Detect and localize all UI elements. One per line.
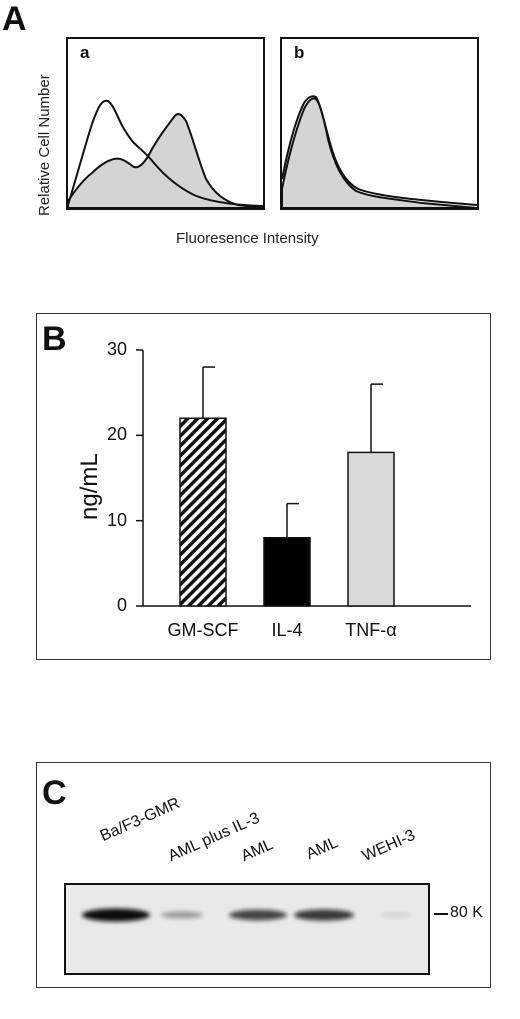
category-label: TNF-α	[345, 620, 397, 640]
histogram-b-stained-fill	[282, 97, 477, 208]
marker-tick	[434, 913, 448, 915]
blot-bands	[82, 908, 412, 922]
blot-band	[294, 909, 354, 921]
y-tick-label: 30	[106, 339, 127, 359]
panel-b-letter: B	[42, 320, 67, 358]
y-tick-label: 0	[116, 595, 127, 615]
y-tick-label: 20	[106, 424, 127, 445]
blot-band	[229, 909, 287, 921]
histogram-b-label: b	[294, 43, 305, 62]
panel-c-letter: C	[42, 774, 67, 812]
blot-band	[82, 908, 150, 922]
histogram-a-stained-fill	[68, 113, 263, 208]
western-blot	[64, 883, 430, 975]
histogram-b-plot	[282, 95, 477, 208]
panel-a-xlabel: Fluoresence Intensity	[176, 230, 319, 247]
y-tick-label: 10	[106, 509, 127, 530]
category-label: GM-SCF	[167, 620, 239, 640]
marker-label: 80 K	[450, 904, 483, 921]
histogram-a-label: a	[80, 43, 90, 62]
histogram-b-box: b	[280, 37, 479, 210]
histogram-a-control-line	[68, 99, 263, 207]
blot-band	[161, 911, 203, 919]
blot-band	[380, 912, 412, 918]
panel-a-letter: A	[2, 0, 27, 38]
histogram-b-control-line	[282, 95, 477, 206]
category-label: IL-4	[271, 620, 303, 640]
histogram-a-box: a	[66, 37, 265, 210]
panel-a-ylabel: Relative Cell Number	[36, 74, 53, 216]
histogram-a-plot	[68, 99, 263, 208]
